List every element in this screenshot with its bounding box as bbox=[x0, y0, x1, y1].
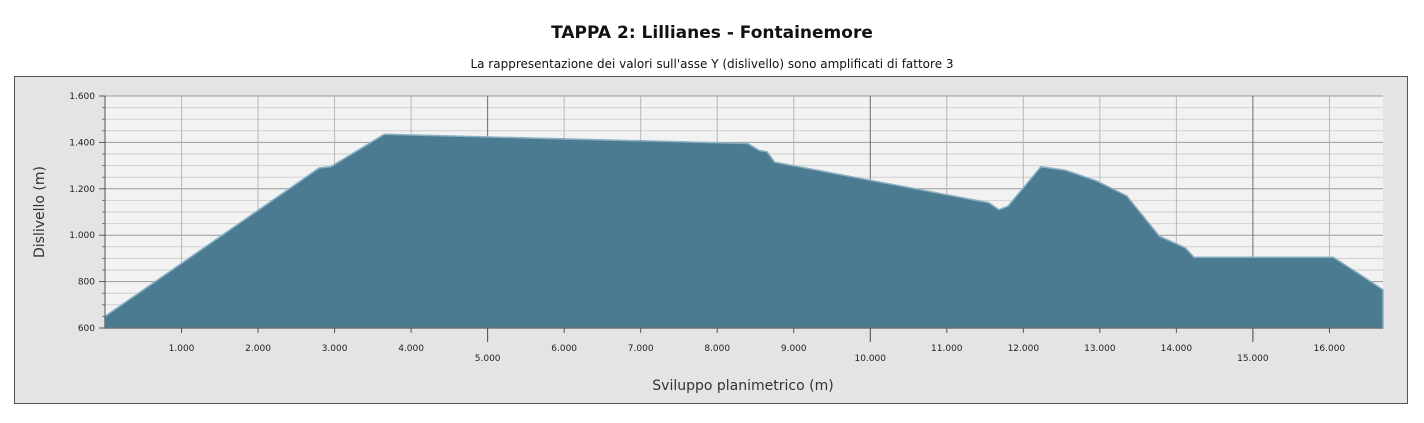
x-tick-label: 9.000 bbox=[781, 344, 807, 354]
y-tick-label: 1.600 bbox=[69, 92, 95, 102]
chart-subtitle: La rappresentazione dei valori sull'asse… bbox=[470, 57, 954, 71]
y-tick-label: 1.400 bbox=[69, 138, 95, 148]
x-tick-label-major: 5.000 bbox=[475, 354, 501, 364]
x-tick-label: 2.000 bbox=[245, 344, 271, 354]
y-axis-title: Dislivello (m) bbox=[32, 166, 48, 258]
chart-frame: 600 800 1.000 1.200 1.400 1.600 1.000 2.000 3.00… bbox=[14, 76, 1408, 404]
x-tick-label: 4.000 bbox=[398, 344, 424, 354]
x-tick-label: 12.000 bbox=[1008, 344, 1040, 354]
x-tick-label: 11.000 bbox=[931, 344, 963, 354]
x-tick-label: 14.000 bbox=[1161, 344, 1193, 354]
x-tick-label: 3.000 bbox=[322, 344, 348, 354]
elevation-profile-chart: 600 800 1.000 1.200 1.400 1.600 1.000 2.000 3.00… bbox=[32, 92, 1384, 394]
y-tick-label: 1.000 bbox=[69, 231, 95, 241]
y-tick-label: 1.200 bbox=[69, 185, 95, 195]
x-tick-label-major: 10.000 bbox=[855, 354, 887, 364]
x-tick-label: 8.000 bbox=[704, 344, 730, 354]
axis-ticks: 600 800 1.000 1.200 1.400 1.600 1.000 2.000 3.00… bbox=[69, 92, 1345, 364]
y-tick-label: 800 bbox=[78, 278, 95, 288]
chart-title: TAPPA 2: Lillianes - Fontainemore bbox=[551, 23, 873, 43]
x-tick-label: 6.000 bbox=[551, 344, 577, 354]
x-tick-label: 1.000 bbox=[169, 344, 195, 354]
x-tick-label: 13.000 bbox=[1084, 344, 1116, 354]
elevation-area bbox=[104, 133, 1384, 329]
x-tick-label: 16.000 bbox=[1314, 344, 1346, 354]
x-axis-title: Sviluppo planimetrico (m) bbox=[652, 378, 833, 394]
x-tick-label: 7.000 bbox=[628, 344, 654, 354]
y-tick-label: 600 bbox=[78, 324, 95, 334]
x-tick-label-major: 15.000 bbox=[1237, 354, 1269, 364]
